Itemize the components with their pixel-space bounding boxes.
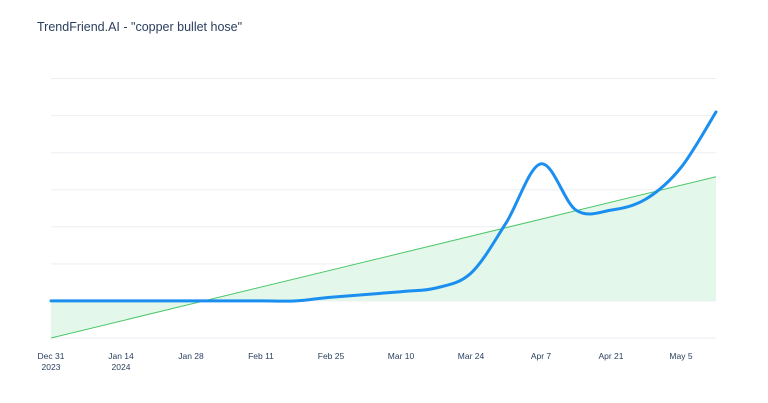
- interest-line: [49, 110, 718, 303]
- x-tick-label: Mar 10: [388, 351, 415, 361]
- x-tick-label: Feb 11: [248, 351, 274, 361]
- x-tick-label: Jan 28: [178, 351, 204, 361]
- x-tick-label: Apr 21: [598, 351, 623, 361]
- interest-line-layer: [49, 110, 718, 303]
- chart-title: TrendFriend.AI - "copper bullet hose": [37, 20, 243, 34]
- x-tick-label: Mar 24: [458, 351, 485, 361]
- x-tick-year-label: 2023: [42, 362, 61, 372]
- trend-line-layer: [50, 176, 717, 339]
- x-tick-label: Feb 25: [318, 351, 345, 361]
- x-tick-label: Apr 7: [531, 351, 552, 361]
- x-tick-label: Jan 14: [108, 351, 134, 361]
- x-tick-label: May 5: [669, 351, 692, 361]
- x-tick-year-label: 2024: [112, 362, 131, 372]
- trend-line: [50, 176, 717, 339]
- x-tick-label: Dec 31: [38, 351, 65, 361]
